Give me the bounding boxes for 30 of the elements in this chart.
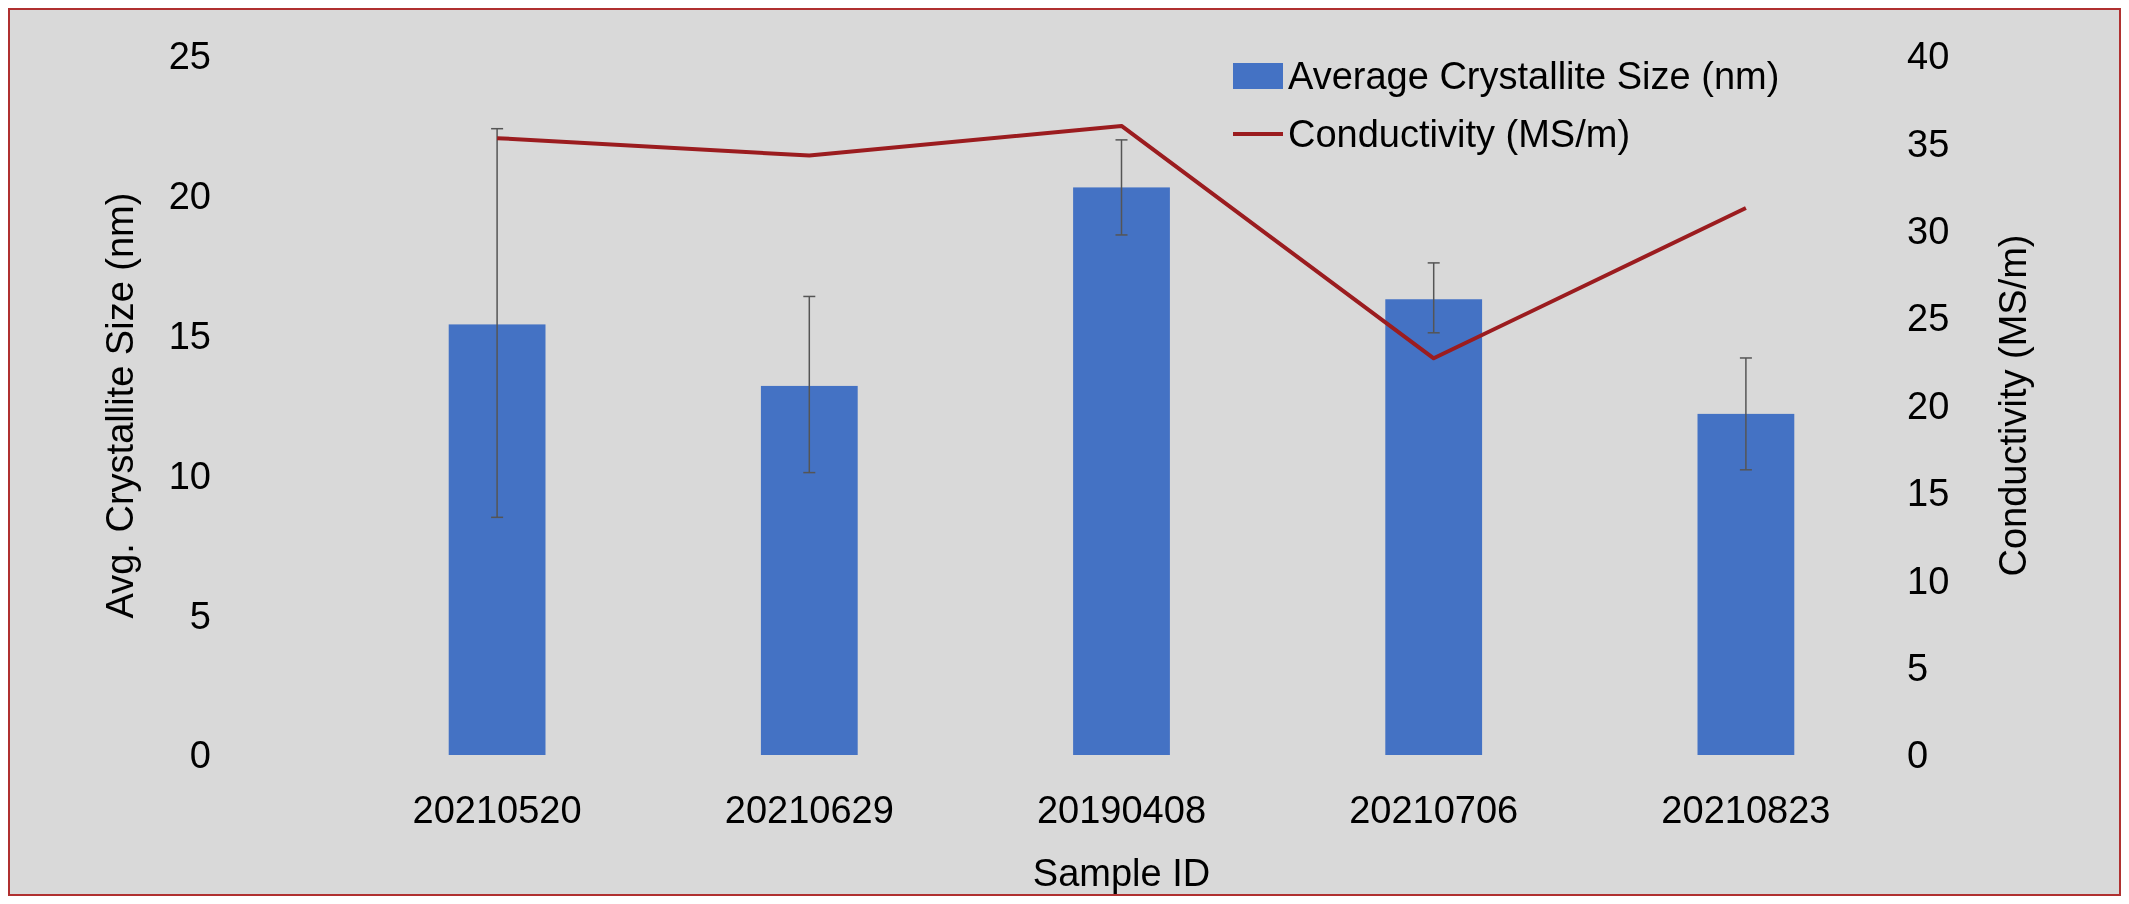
bar <box>760 385 858 755</box>
x-axis-title: Sample ID <box>1032 852 1211 894</box>
y2-tick-label: 5 <box>1907 646 1929 689</box>
x-tick-label: 20210629 <box>724 789 894 831</box>
legend-label: Conductivity (MS/m) <box>1288 113 1631 156</box>
y-tick-label: 10 <box>168 454 211 497</box>
bar <box>448 324 546 755</box>
bar <box>1073 187 1170 755</box>
y2-tick-label: 0 <box>1907 734 1929 777</box>
bar <box>1697 413 1795 755</box>
y2-tick-label: 25 <box>1907 297 1950 340</box>
y-tick-label: 15 <box>168 314 211 357</box>
y-tick-label: 5 <box>189 594 211 637</box>
y2-tick-label: 10 <box>1907 559 1950 602</box>
y2-axis-title: Conductivity (MS/m) <box>1992 234 2034 577</box>
legend-label: Average Crystallite Size (nm) <box>1288 55 1780 98</box>
x-tick-label: 20210520 <box>412 789 582 831</box>
y2-tick-label: 40 <box>1907 35 1950 78</box>
bar <box>1385 299 1483 755</box>
y-axis-title: Avg. Crystallite Size (nm) <box>99 192 141 619</box>
x-tick-label: 20190408 <box>1036 789 1207 831</box>
y2-tick-label: 30 <box>1907 210 1950 253</box>
x-tick-label: 20210706 <box>1349 789 1519 831</box>
y-tick-label: 0 <box>189 734 211 777</box>
y2-tick-label: 20 <box>1907 384 1950 427</box>
x-tick-label: 20210823 <box>1661 789 1831 831</box>
y2-tick-label: 35 <box>1907 122 1950 165</box>
y2-tick-label: 15 <box>1907 472 1950 515</box>
y-tick-label: 25 <box>168 35 211 78</box>
y-tick-label: 20 <box>168 175 211 218</box>
